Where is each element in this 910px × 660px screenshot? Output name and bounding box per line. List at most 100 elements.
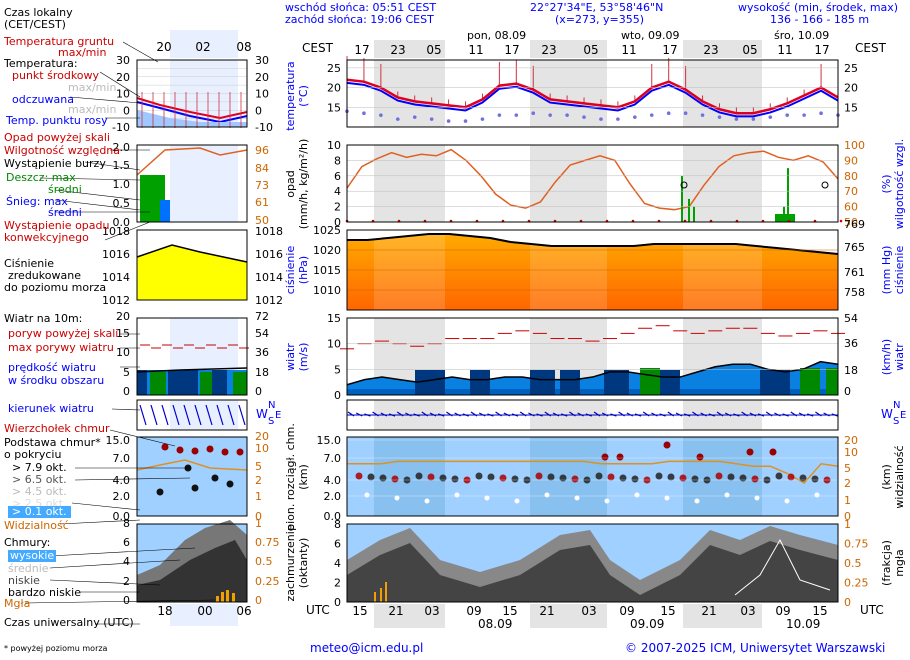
axis-wind-unit-ms: (m/s) bbox=[297, 343, 310, 372]
mini-cloud-tick-0: 0.0 bbox=[113, 510, 131, 523]
prec-tick-10: 10 bbox=[327, 139, 341, 152]
mini-wind-dark-1 bbox=[168, 370, 198, 395]
pressure-line bbox=[347, 233, 839, 255]
mini-fog-bar-0 bbox=[216, 596, 219, 602]
cest-tick-3: 11 bbox=[468, 43, 483, 57]
mini-top-tick-1: 02 bbox=[195, 40, 210, 54]
mini-wind-arrow-6 bbox=[205, 404, 213, 426]
mini-feels-line bbox=[136, 101, 248, 124]
mini-press-tick-left-1016: 1016 bbox=[102, 248, 130, 261]
cloud-base-white-8 bbox=[604, 498, 610, 504]
vis-tick-4: 10 bbox=[844, 446, 858, 459]
mini-temp-tick-right--10: -10 bbox=[255, 121, 273, 134]
wind-arrow-45 bbox=[716, 411, 724, 417]
panel-cloud-frame bbox=[346, 436, 839, 517]
compass-s-main: S bbox=[893, 416, 899, 427]
cover-tick-2: 2 bbox=[334, 577, 341, 590]
dew-point-22 bbox=[717, 115, 722, 119]
cloud-base-dot-2 bbox=[379, 474, 387, 482]
mini-bottom-tick-2: 06 bbox=[236, 604, 251, 618]
day-label-2: wto, 09.09 bbox=[621, 29, 680, 42]
wind-arrow-51 bbox=[765, 411, 773, 417]
hum-tick-50: 50 bbox=[844, 216, 858, 229]
mini-temp-tick-left-10: 10 bbox=[116, 88, 130, 101]
compass-n-mini: N bbox=[268, 400, 275, 411]
mini-fog-tick-3: 0.75 bbox=[255, 536, 280, 549]
wind-arrow-16 bbox=[478, 412, 486, 417]
mini-wind-green-2 bbox=[233, 372, 247, 395]
press-tick-1020: 1020 bbox=[313, 244, 341, 257]
legend-pointer-20 bbox=[49, 547, 196, 557]
mini-press-tick-right-1012: 1012 bbox=[255, 294, 283, 307]
legend-pressure-3: do poziomu morza bbox=[4, 281, 107, 294]
temp-tick-left-15: 15 bbox=[327, 101, 341, 114]
prec-tick-8: 8 bbox=[334, 154, 341, 167]
wind-arrow-58 bbox=[823, 412, 830, 417]
utc-tick-7: 09 bbox=[619, 604, 634, 618]
utc-tick-9: 21 bbox=[701, 604, 716, 618]
cloud-base-dot-6 bbox=[427, 473, 435, 481]
legend-snow: Śnieg: max bbox=[6, 195, 68, 208]
wind-arrow-8 bbox=[413, 413, 420, 417]
wind-arrow-38 bbox=[659, 413, 666, 417]
rain-bar-0 bbox=[681, 175, 683, 222]
sunset-text: zachód słońca: 19:06 CEST bbox=[285, 13, 434, 26]
legend-wind-dir: kierunek wiatru bbox=[8, 402, 94, 415]
storm-marker-1 bbox=[680, 181, 688, 189]
wind-green-block-0 bbox=[640, 368, 660, 395]
wind-tick-ms-15: 15 bbox=[327, 312, 341, 325]
footer-email[interactable]: meteo@icm.edu.pl bbox=[310, 641, 424, 655]
mini-fog-bar-3 bbox=[232, 593, 235, 602]
wind-arrow-1 bbox=[355, 412, 363, 417]
legend-utc-label: Czas uniwersalny (UTC) bbox=[4, 616, 134, 629]
mini-cloud-top-0 bbox=[161, 443, 169, 451]
cest-tick-8: 17 bbox=[662, 43, 677, 57]
wind-arrow-56 bbox=[807, 413, 814, 417]
cloud-tick-4: 15.0 bbox=[317, 434, 342, 447]
dew-point-27 bbox=[802, 113, 806, 117]
mini-wind-green-1 bbox=[200, 372, 212, 395]
legend-dew-point: Temp. punktu rosy bbox=[6, 114, 108, 127]
wind-dark-block-1 bbox=[470, 370, 490, 395]
wind-arrow-17 bbox=[487, 413, 494, 417]
wind-tick-kmh-0: 0 bbox=[844, 385, 851, 398]
press-mmhg-tick-765: 765 bbox=[844, 241, 865, 254]
dew-point-26 bbox=[785, 113, 790, 117]
legend-cloud-base-2: o pokryciu bbox=[4, 448, 62, 461]
fog-tick-0.5: 0.5 bbox=[844, 557, 862, 570]
rain-bar-5 bbox=[787, 168, 789, 222]
fog-bar-1 bbox=[380, 588, 382, 602]
axis-press-title: ciśnienie bbox=[284, 246, 297, 295]
mini-press-tick-left-1014: 1014 bbox=[102, 271, 130, 284]
cloud-base-dot-31 bbox=[727, 473, 735, 481]
cloud-base-dot-38 bbox=[811, 475, 819, 483]
cloud-top-dot-4 bbox=[746, 448, 754, 456]
mini-press-frame bbox=[136, 229, 248, 301]
mini-top-tick-2: 08 bbox=[236, 40, 251, 54]
panel-dir-frame bbox=[346, 399, 839, 431]
dew-point-2 bbox=[379, 113, 383, 117]
mini-fog-tick-1: 0.25 bbox=[255, 575, 280, 588]
mini-bottom-band bbox=[170, 604, 238, 626]
cloud-base-dot-10 bbox=[475, 472, 483, 480]
wind-arrow-26 bbox=[561, 413, 568, 417]
mini-fog-tick-0: 0 bbox=[255, 594, 262, 607]
cloud-tick-1: 2.0 bbox=[324, 490, 342, 503]
mini-temp-frame bbox=[136, 59, 248, 128]
cloud-base-dot-22 bbox=[619, 474, 627, 482]
mini-prec-tick-1: 0.5 bbox=[113, 197, 131, 210]
legend-pointer-0 bbox=[122, 41, 159, 63]
footer-copyright: © 2007-2025 ICM, Uniwersytet Warszawski bbox=[625, 641, 886, 655]
legend-feels-like: odczuwana bbox=[12, 93, 74, 106]
mini-hum-tick-61: 61 bbox=[255, 196, 269, 209]
prec-tick-2: 2 bbox=[334, 201, 341, 214]
utc-tick-2: 03 bbox=[424, 604, 439, 618]
footnote: * powyżej poziomu morza bbox=[4, 644, 108, 653]
wind-arrow-39 bbox=[667, 411, 675, 417]
mini-temp-tick-left-30: 30 bbox=[116, 54, 130, 67]
mini-cloud-top-4 bbox=[221, 448, 229, 456]
cest-tick-12: 17 bbox=[814, 43, 829, 57]
utc-label-right: UTC bbox=[860, 603, 884, 617]
wind-tick-kmh-54: 54 bbox=[844, 312, 858, 325]
mini-press-tick-left-1012: 1012 bbox=[102, 294, 130, 307]
